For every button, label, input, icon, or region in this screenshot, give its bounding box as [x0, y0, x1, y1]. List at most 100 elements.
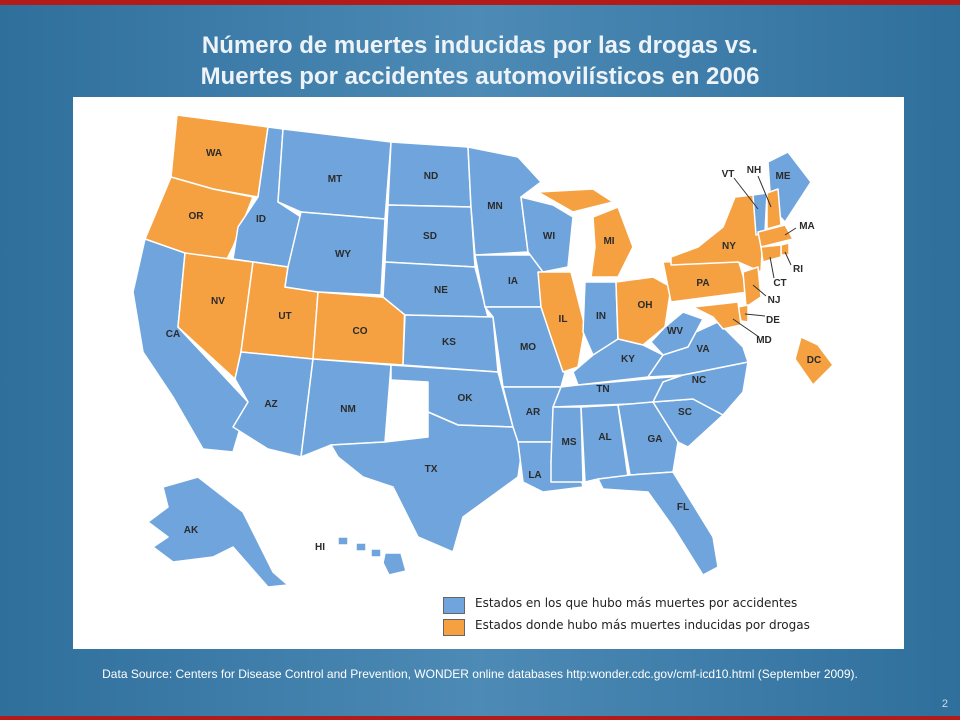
- svg-text:LA: LA: [528, 470, 541, 481]
- svg-text:MA: MA: [799, 221, 815, 232]
- legend-label-drug: Estados donde hubo más muertes inducidas…: [475, 618, 810, 632]
- svg-text:WV: WV: [667, 326, 683, 337]
- svg-text:TX: TX: [425, 464, 438, 475]
- svg-text:UT: UT: [278, 311, 291, 322]
- svg-text:KS: KS: [442, 337, 456, 348]
- state-nj: [742, 266, 762, 308]
- state-ga: GA: [617, 401, 679, 476]
- svg-text:OK: OK: [458, 393, 474, 404]
- title-line-1: Número de muertes inducidas por las drog…: [201, 32, 759, 59]
- svg-text:OH: OH: [638, 300, 653, 311]
- svg-text:OR: OR: [189, 211, 205, 222]
- state-wi: WI: [520, 196, 574, 273]
- state-vt: [752, 192, 768, 236]
- svg-text:AR: AR: [526, 407, 541, 418]
- svg-text:GA: GA: [648, 434, 663, 445]
- state-ri: [780, 242, 790, 256]
- state-md: [692, 301, 742, 330]
- svg-text:ME: ME: [776, 171, 791, 182]
- svg-text:MS: MS: [562, 437, 577, 448]
- state-tx: TX: [330, 411, 524, 553]
- svg-text:VT: VT: [722, 169, 735, 180]
- state-ct: [760, 244, 782, 263]
- svg-text:VA: VA: [696, 344, 709, 355]
- svg-text:WY: WY: [335, 249, 351, 260]
- svg-text:FL: FL: [677, 502, 689, 513]
- svg-text:NH: NH: [747, 165, 761, 176]
- state-ne: NE: [382, 261, 489, 318]
- svg-text:ID: ID: [256, 214, 266, 225]
- svg-text:NV: NV: [211, 296, 225, 307]
- svg-text:NM: NM: [340, 404, 356, 415]
- svg-text:SD: SD: [423, 231, 437, 242]
- state-ny: NY: [670, 194, 764, 273]
- svg-text:CT: CT: [773, 278, 786, 289]
- svg-text:MD: MD: [756, 335, 772, 346]
- svg-text:CO: CO: [353, 326, 368, 337]
- svg-text:MT: MT: [328, 174, 342, 185]
- state-wv: WV: [650, 311, 704, 356]
- label-vt: VT: [722, 169, 759, 210]
- state-mt: MT: [277, 128, 392, 220]
- bottom-accent-bar: [0, 716, 960, 720]
- svg-text:NC: NC: [692, 375, 706, 386]
- state-nc: NC: [652, 361, 749, 416]
- state-fl: FL: [597, 471, 719, 576]
- svg-text:IN: IN: [596, 311, 606, 322]
- svg-text:MN: MN: [487, 201, 503, 212]
- state-ak: AK: [147, 476, 289, 588]
- label-nh: NH: [747, 165, 772, 208]
- us-state-map: WA OR CA ID NV UT: [132, 114, 834, 588]
- svg-text:NY: NY: [722, 241, 736, 252]
- page-number: 2: [941, 698, 948, 710]
- state-il: IL: [537, 271, 586, 373]
- svg-text:AZ: AZ: [264, 399, 277, 410]
- state-nh: [766, 188, 782, 230]
- svg-text:NE: NE: [434, 285, 448, 296]
- top-accent-bar: [0, 0, 960, 5]
- svg-text:RI: RI: [793, 264, 803, 275]
- svg-text:MO: MO: [520, 342, 536, 353]
- svg-text:PA: PA: [696, 278, 709, 289]
- svg-text:TN: TN: [596, 384, 609, 395]
- state-ks: KS: [402, 314, 499, 373]
- state-nd: ND: [387, 141, 472, 208]
- svg-text:NJ: NJ: [768, 295, 781, 306]
- label-ma: MA: [784, 221, 815, 236]
- state-hi: HI: [315, 536, 407, 576]
- legend-swatch-traffic: [443, 597, 465, 614]
- svg-text:CA: CA: [166, 329, 180, 340]
- svg-text:SC: SC: [678, 407, 692, 418]
- svg-text:DC: DC: [807, 355, 821, 366]
- label-nj: NJ: [752, 284, 781, 306]
- data-source-note: Data Source: Centers for Disease Control…: [102, 667, 858, 681]
- state-wy: WY: [284, 211, 386, 296]
- label-ct: CT: [769, 256, 787, 289]
- svg-text:WA: WA: [206, 148, 222, 159]
- state-dc: DC: [794, 336, 834, 386]
- state-sd: SD: [384, 204, 476, 268]
- slide-title: Número de muertes inducidas por las drog…: [0, 30, 960, 92]
- state-ms: MS: [550, 406, 584, 483]
- title-line-2: Muertes por accidentes automovilísticos …: [200, 63, 760, 90]
- state-ok: OK: [390, 364, 514, 428]
- legend-swatch-drug: [443, 619, 465, 636]
- svg-text:AK: AK: [184, 525, 199, 536]
- svg-text:KY: KY: [621, 354, 635, 365]
- map-panel: WA OR CA ID NV UT: [73, 97, 904, 649]
- label-ri: RI: [784, 251, 803, 275]
- svg-text:HI: HI: [315, 542, 325, 553]
- northeast-labels: VT NH MA RI CT NJ: [722, 165, 815, 346]
- svg-text:AL: AL: [598, 432, 611, 443]
- svg-text:DE: DE: [766, 315, 780, 326]
- state-ma: [757, 224, 794, 248]
- state-mi: MI: [537, 188, 634, 278]
- label-de: DE: [744, 313, 780, 326]
- svg-text:IA: IA: [508, 276, 518, 287]
- svg-text:IL: IL: [559, 314, 568, 325]
- svg-text:ND: ND: [424, 171, 438, 182]
- svg-text:MI: MI: [603, 236, 614, 247]
- svg-text:WI: WI: [543, 231, 555, 242]
- label-md: MD: [732, 318, 772, 346]
- legend-label-traffic: Estados en los que hubo más muertes por …: [475, 596, 798, 610]
